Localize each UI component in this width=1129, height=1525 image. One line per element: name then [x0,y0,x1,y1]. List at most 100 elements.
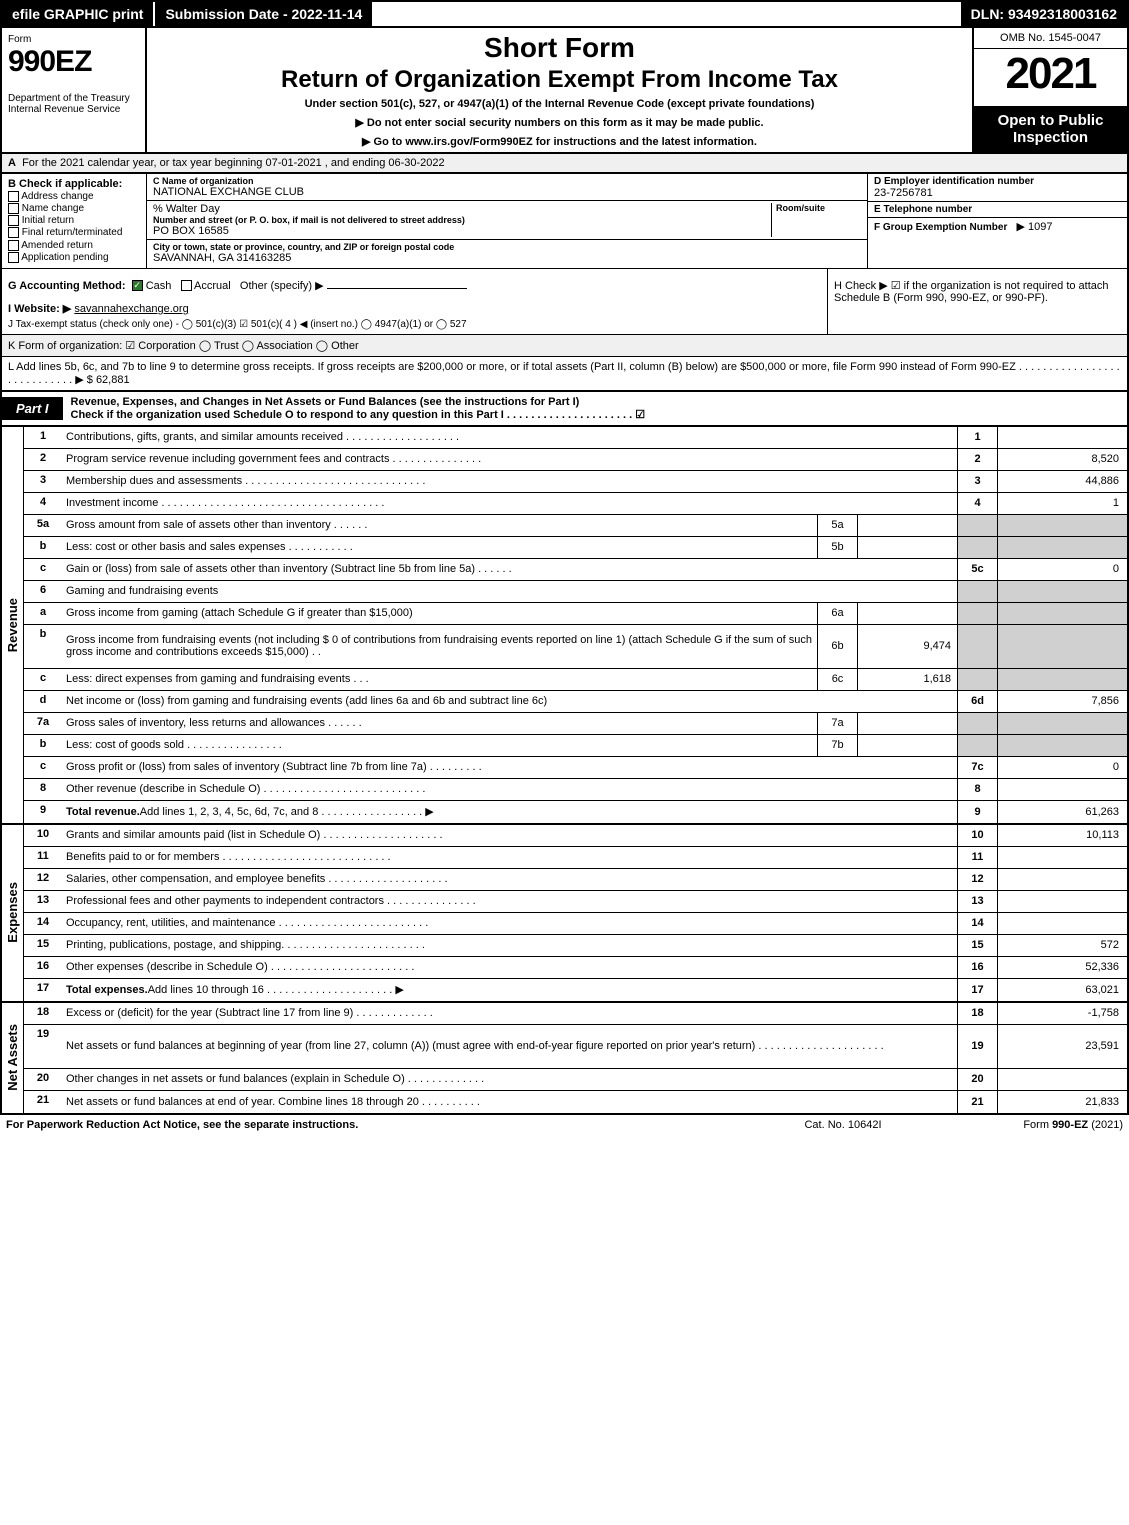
other-specify-field[interactable] [327,288,467,289]
line-number: 4 [24,493,62,514]
check-address-change[interactable]: Address change [8,191,140,202]
row-j: J Tax-exempt status (check only one) - ◯… [8,319,821,330]
col-number [957,515,997,536]
line-desc: Less: cost or other basis and sales expe… [62,537,817,558]
line-8: 8Other revenue (describe in Schedule O) … [24,779,1127,801]
line-number: d [24,691,62,712]
amount-value: 8,520 [997,449,1127,470]
col-number: 8 [957,779,997,800]
line-3: 3Membership dues and assessments . . . .… [24,471,1127,493]
header-right: OMB No. 1545-0047 2021 Open to Public In… [972,28,1127,152]
check-amended-return[interactable]: Amended return [8,240,140,251]
line-desc: Net assets or fund balances at end of ye… [62,1091,957,1113]
amount-value: 21,833 [997,1091,1127,1113]
line-number: b [24,735,62,756]
col-number: 3 [957,471,997,492]
line-number: 16 [24,957,62,978]
city-state-zip: SAVANNAH, GA 314163285 [153,252,861,264]
header-center: Short Form Return of Organization Exempt… [147,28,972,152]
amount-value: 63,021 [997,979,1127,1001]
amount-value [997,891,1127,912]
sub-line-value [857,515,957,536]
line-c: cLess: direct expenses from gaming and f… [24,669,1127,691]
org-name: NATIONAL EXCHANGE CLUB [153,186,861,198]
sub-line-value: 1,618 [857,669,957,690]
line-desc: Investment income . . . . . . . . . . . … [62,493,957,514]
amount-value: 44,886 [997,471,1127,492]
line-c: cGross profit or (loss) from sales of in… [24,757,1127,779]
col-number: 6d [957,691,997,712]
col-number: 15 [957,935,997,956]
check-application-pending[interactable]: Application pending [8,252,140,263]
line-1: 1Contributions, gifts, grants, and simil… [24,427,1127,449]
line-6: 6Gaming and fundraising events [24,581,1127,603]
street-address: PO BOX 16585 [153,225,771,237]
amount-value [997,581,1127,602]
col-number: 5c [957,559,997,580]
check-final-return[interactable]: Final return/terminated [8,227,140,238]
line-desc: Professional fees and other payments to … [62,891,957,912]
city-label: City or town, state or province, country… [153,242,861,252]
c-label: C Name of organization [153,176,861,186]
col-number: 2 [957,449,997,470]
line-desc: Gross amount from sale of assets other t… [62,515,817,536]
line-desc: Other revenue (describe in Schedule O) .… [62,779,957,800]
website-link[interactable]: savannahexchange.org [74,303,188,315]
tax-year: 2021 [974,49,1127,106]
col-number: 18 [957,1003,997,1024]
line-number: 10 [24,825,62,846]
part1-tab: Part I [2,397,63,420]
amount-value: 52,336 [997,957,1127,978]
col-number: 16 [957,957,997,978]
line-9: 9Total revenue. Add lines 1, 2, 3, 4, 5c… [24,801,1127,823]
line-15: 15Printing, publications, postage, and s… [24,935,1127,957]
check-accrual[interactable] [181,280,192,291]
line-number: c [24,559,62,580]
line-desc: Printing, publications, postage, and shi… [62,935,957,956]
section-bcd: B Check if applicable: Address change Na… [0,174,1129,269]
check-cash[interactable]: ✓ [132,280,143,291]
amount-value: 61,263 [997,801,1127,823]
line-12: 12Salaries, other compensation, and empl… [24,869,1127,891]
line-16: 16Other expenses (describe in Schedule O… [24,957,1127,979]
c-address-row: % Walter Day Number and street (or P. O.… [147,201,867,240]
amount-value [997,779,1127,800]
row-g: G Accounting Method: ✓ Cash Accrual Othe… [8,279,821,292]
amount-value: 10,113 [997,825,1127,846]
line-b: bLess: cost of goods sold . . . . . . . … [24,735,1127,757]
line-number: 13 [24,891,62,912]
col-number: 20 [957,1069,997,1090]
line-number: 11 [24,847,62,868]
col-h: H Check ▶ ☑ if the organization is not r… [827,269,1127,334]
line-4: 4Investment income . . . . . . . . . . .… [24,493,1127,515]
line-d: dNet income or (loss) from gaming and fu… [24,691,1127,713]
line-2: 2Program service revenue including gover… [24,449,1127,471]
sub-line-value [857,735,957,756]
sub-line-no: 5b [817,537,857,558]
line-number: 18 [24,1003,62,1024]
sub-line-no: 7a [817,713,857,734]
line-desc: Membership dues and assessments . . . . … [62,471,957,492]
amount-value [997,427,1127,448]
check-initial-return[interactable]: Initial return [8,215,140,226]
col-number: 14 [957,913,997,934]
department-label: Department of the Treasury Internal Reve… [8,93,139,115]
section-gh: G Accounting Method: ✓ Cash Accrual Othe… [0,269,1129,335]
line-desc: Other changes in net assets or fund bala… [62,1069,957,1090]
group-exemption-value: ▶ 1097 [1017,221,1053,233]
line-desc: Salaries, other compensation, and employ… [62,869,957,890]
check-name-change[interactable]: Name change [8,203,140,214]
revenue-section: Revenue 1Contributions, gifts, grants, a… [0,427,1129,825]
efile-label[interactable]: efile GRAPHIC print [2,2,153,26]
line-number: 3 [24,471,62,492]
footer-mid: Cat. No. 10642I [743,1119,943,1131]
col-number: 11 [957,847,997,868]
col-number: 4 [957,493,997,514]
line-21: 21Net assets or fund balances at end of … [24,1091,1127,1113]
dln-label: DLN: 93492318003162 [961,2,1127,26]
netassets-rows: 18Excess or (deficit) for the year (Subt… [24,1003,1127,1113]
room-label: Room/suite [776,203,861,213]
expenses-side-label: Expenses [2,825,24,1001]
col-number [957,735,997,756]
col-b-checkboxes: B Check if applicable: Address change Na… [2,174,147,268]
